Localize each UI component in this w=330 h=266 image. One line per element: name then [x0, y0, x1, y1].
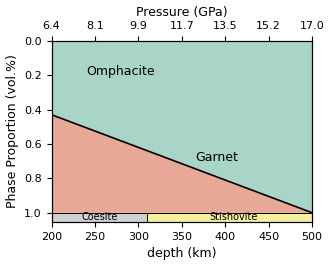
Text: Omphacite: Omphacite [87, 65, 155, 78]
X-axis label: depth (km): depth (km) [147, 247, 216, 260]
Y-axis label: Phase Proportion (vol.%): Phase Proportion (vol.%) [6, 55, 18, 209]
Text: Coesite: Coesite [81, 213, 117, 222]
Text: Garnet: Garnet [195, 151, 238, 164]
Text: Stishovite: Stishovite [210, 213, 258, 222]
X-axis label: Pressure (GPa): Pressure (GPa) [136, 6, 228, 19]
